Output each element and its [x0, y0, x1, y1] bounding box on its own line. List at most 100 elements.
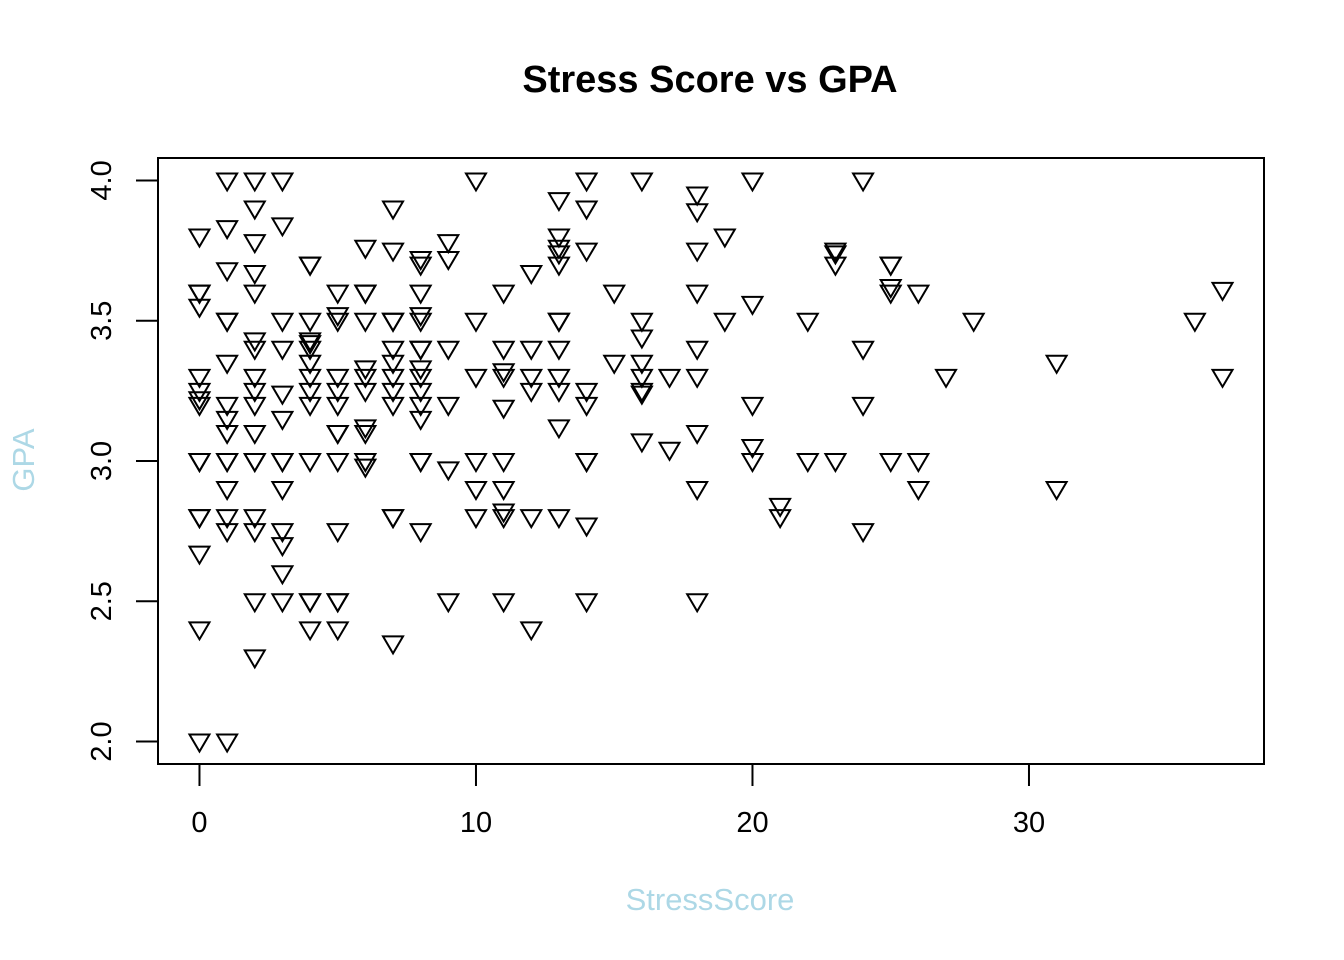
y-tick-label: 3.5: [86, 301, 118, 341]
data-point: [742, 297, 762, 314]
data-point: [521, 342, 541, 359]
data-point: [798, 454, 818, 471]
data-point: [272, 314, 292, 331]
data-point: [632, 173, 652, 190]
data-point: [798, 314, 818, 331]
data-point: [189, 454, 209, 471]
data-point: [411, 308, 431, 325]
x-axis-label: StressScore: [626, 882, 795, 917]
data-point: [853, 342, 873, 359]
data-point: [217, 173, 237, 190]
data-point: [355, 426, 375, 443]
data-point: [245, 650, 265, 667]
data-point: [328, 454, 348, 471]
data-point: [577, 454, 597, 471]
data-point: [577, 244, 597, 261]
data-point: [189, 735, 209, 752]
data-point: [217, 482, 237, 499]
data-point: [549, 510, 569, 527]
data-point: [494, 401, 514, 418]
x-tick-label: 30: [1013, 807, 1045, 839]
data-point: [383, 636, 403, 653]
data-point: [577, 173, 597, 190]
data-point: [411, 314, 431, 331]
data-point: [383, 510, 403, 527]
data-point: [272, 454, 292, 471]
data-point: [742, 173, 762, 190]
data-point: [189, 510, 209, 527]
data-point: [438, 594, 458, 611]
data-point: [217, 314, 237, 331]
data-point: [272, 566, 292, 583]
data-point: [466, 173, 486, 190]
data-point: [272, 387, 292, 404]
data-point: [881, 258, 901, 275]
plot-area-border: [158, 158, 1264, 764]
data-point: [300, 258, 320, 275]
data-point: [687, 370, 707, 387]
data-point: [217, 221, 237, 238]
data-point: [411, 524, 431, 541]
data-point: [549, 342, 569, 359]
data-point: [549, 193, 569, 210]
data-point: [1185, 314, 1205, 331]
data-point: [881, 280, 901, 297]
data-point: [577, 202, 597, 219]
data-point: [217, 263, 237, 280]
data-point: [1213, 370, 1233, 387]
x-tick-label: 0: [191, 807, 207, 839]
data-point: [189, 510, 209, 527]
data-point: [494, 370, 514, 387]
data-point: [881, 286, 901, 303]
data-point: [549, 420, 569, 437]
data-point: [466, 510, 486, 527]
data-point: [355, 286, 375, 303]
y-tick-label: 3.0: [86, 441, 118, 481]
y-tick-label: 2.0: [86, 721, 118, 761]
data-point: [908, 482, 928, 499]
data-point: [1047, 356, 1067, 373]
data-point: [355, 241, 375, 258]
data-point: [687, 244, 707, 261]
data-point: [411, 342, 431, 359]
data-point: [549, 314, 569, 331]
data-point: [1047, 482, 1067, 499]
data-point: [438, 398, 458, 415]
data-point: [494, 454, 514, 471]
data-point: [494, 594, 514, 611]
data-point: [411, 258, 431, 275]
data-point: [328, 594, 348, 611]
data-point: [189, 622, 209, 639]
data-point: [300, 622, 320, 639]
x-tick-label: 10: [460, 807, 492, 839]
data-point: [466, 482, 486, 499]
data-point: [411, 252, 431, 269]
data-point: [466, 314, 486, 331]
data-point: [411, 342, 431, 359]
data-point: [272, 218, 292, 235]
data-point: [881, 454, 901, 471]
data-point: [687, 342, 707, 359]
data-point: [494, 342, 514, 359]
data-point: [328, 314, 348, 331]
data-point: [217, 454, 237, 471]
data-point: [466, 370, 486, 387]
data-point: [217, 314, 237, 331]
data-point: [604, 286, 624, 303]
data-point: [300, 594, 320, 611]
data-point: [411, 454, 431, 471]
data-point: [272, 594, 292, 611]
data-point: [494, 364, 514, 381]
data-point: [411, 454, 431, 471]
data-point: [466, 454, 486, 471]
data-point: [438, 252, 458, 269]
data-point: [660, 370, 680, 387]
data-point: [936, 370, 956, 387]
data-point: [245, 454, 265, 471]
data-point: [383, 510, 403, 527]
data-point: [577, 594, 597, 611]
data-point: [687, 286, 707, 303]
data-point: [549, 258, 569, 275]
data-point: [300, 454, 320, 471]
data-point: [217, 356, 237, 373]
